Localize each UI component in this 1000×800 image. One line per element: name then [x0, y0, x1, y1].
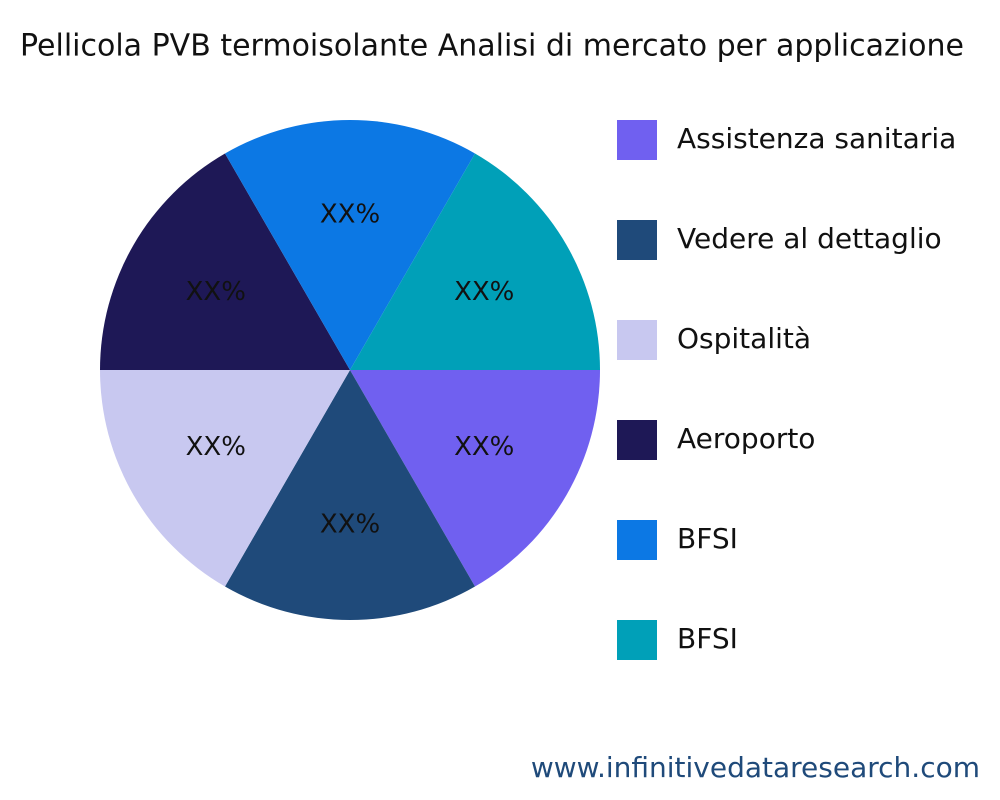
- chart-title: Pellicola PVB termoisolante Analisi di m…: [20, 29, 964, 64]
- legend-label: Aeroporto: [677, 422, 815, 455]
- pie-slice: [225, 370, 475, 620]
- slice-label: XX%: [320, 200, 380, 230]
- slice-label: XX%: [186, 432, 246, 462]
- source: www.infinitivedataresearch.com: [531, 751, 980, 784]
- legend-swatch: [617, 220, 657, 260]
- legend-swatch: [617, 420, 657, 460]
- legend-swatch: [617, 320, 657, 360]
- legend-label: BFSI: [677, 522, 738, 555]
- slice-label: XX%: [186, 277, 246, 307]
- pie-slice: [225, 119, 475, 370]
- slice-label: XX%: [454, 277, 514, 307]
- legend-swatch: [617, 520, 657, 560]
- slice-label: XX%: [320, 510, 380, 540]
- legend-label: Ospitalità: [677, 322, 811, 355]
- slice-label: XX%: [454, 432, 514, 462]
- pie-slice: [350, 153, 600, 370]
- pie-slice: [350, 370, 600, 587]
- pie-slice: [100, 153, 350, 370]
- legend-swatch: [617, 120, 657, 160]
- legend-label: Vedere al dettaglio: [677, 222, 942, 255]
- legend-label: Assistenza sanitaria: [677, 122, 956, 155]
- legend-swatch: [617, 620, 657, 660]
- pie-slice: [100, 370, 350, 587]
- legend-label: BFSI: [677, 622, 738, 655]
